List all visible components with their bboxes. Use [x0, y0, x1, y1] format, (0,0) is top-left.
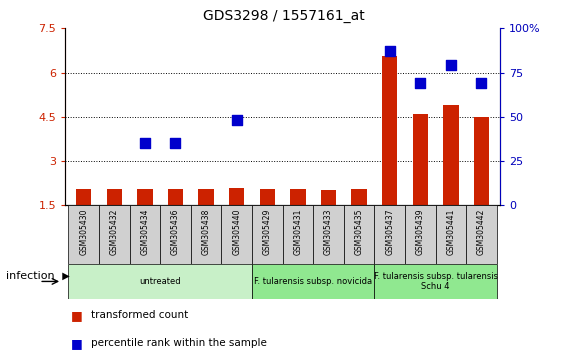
Text: GSM305441: GSM305441 [446, 208, 456, 255]
Text: GSM305439: GSM305439 [416, 208, 425, 255]
Point [416, 80, 425, 86]
Bar [466, 205, 497, 264]
Bar [382, 56, 398, 205]
Bar [412, 114, 428, 205]
Point [171, 141, 180, 146]
Bar [222, 205, 252, 264]
Text: ▶: ▶ [6, 271, 69, 281]
Text: transformed count: transformed count [91, 310, 188, 320]
Point [446, 63, 456, 68]
Bar [130, 205, 160, 264]
Bar [191, 205, 222, 264]
Text: GSM305440: GSM305440 [232, 208, 241, 255]
Text: percentile rank within the sample: percentile rank within the sample [91, 338, 267, 348]
Bar [290, 189, 306, 205]
Point [477, 80, 486, 86]
Bar [283, 205, 313, 264]
Bar [107, 189, 122, 205]
Text: GSM305436: GSM305436 [171, 208, 180, 255]
Bar [321, 190, 336, 205]
Text: GSM305442: GSM305442 [477, 208, 486, 255]
Bar [474, 117, 489, 205]
Text: GSM305430: GSM305430 [79, 208, 88, 255]
Text: GSM305433: GSM305433 [324, 208, 333, 255]
Text: GSM305437: GSM305437 [385, 208, 394, 255]
Bar [76, 189, 91, 205]
Bar [352, 189, 367, 205]
Bar [198, 189, 214, 205]
Bar [260, 189, 275, 205]
Point [385, 48, 394, 54]
Point [232, 118, 241, 123]
Bar [405, 205, 436, 264]
Text: GSM305434: GSM305434 [140, 208, 149, 255]
Text: infection: infection [6, 271, 55, 281]
Text: F. tularensis subsp. novicida: F. tularensis subsp. novicida [254, 277, 372, 286]
Bar [252, 264, 374, 299]
Bar [68, 264, 252, 299]
Bar [443, 105, 458, 205]
Bar [137, 189, 153, 205]
Text: untreated: untreated [139, 277, 181, 286]
Text: GSM305429: GSM305429 [263, 208, 272, 255]
Bar [160, 205, 191, 264]
Bar [99, 205, 130, 264]
Bar [313, 205, 344, 264]
Bar [344, 205, 374, 264]
Text: GSM305432: GSM305432 [110, 208, 119, 255]
Text: GSM305438: GSM305438 [202, 208, 211, 255]
Bar [68, 205, 99, 264]
Bar [229, 188, 244, 205]
Text: F. tularensis subsp. tularensis
Schu 4: F. tularensis subsp. tularensis Schu 4 [374, 272, 498, 291]
Text: ■: ■ [71, 337, 83, 350]
Bar [252, 205, 283, 264]
Bar [168, 189, 183, 205]
Text: ■: ■ [71, 309, 83, 321]
Bar [374, 205, 405, 264]
Text: GSM305435: GSM305435 [354, 208, 364, 255]
Text: GSM305431: GSM305431 [294, 208, 302, 255]
Bar [374, 264, 497, 299]
Text: GDS3298 / 1557161_at: GDS3298 / 1557161_at [203, 9, 365, 23]
Bar [436, 205, 466, 264]
Point [140, 141, 149, 146]
